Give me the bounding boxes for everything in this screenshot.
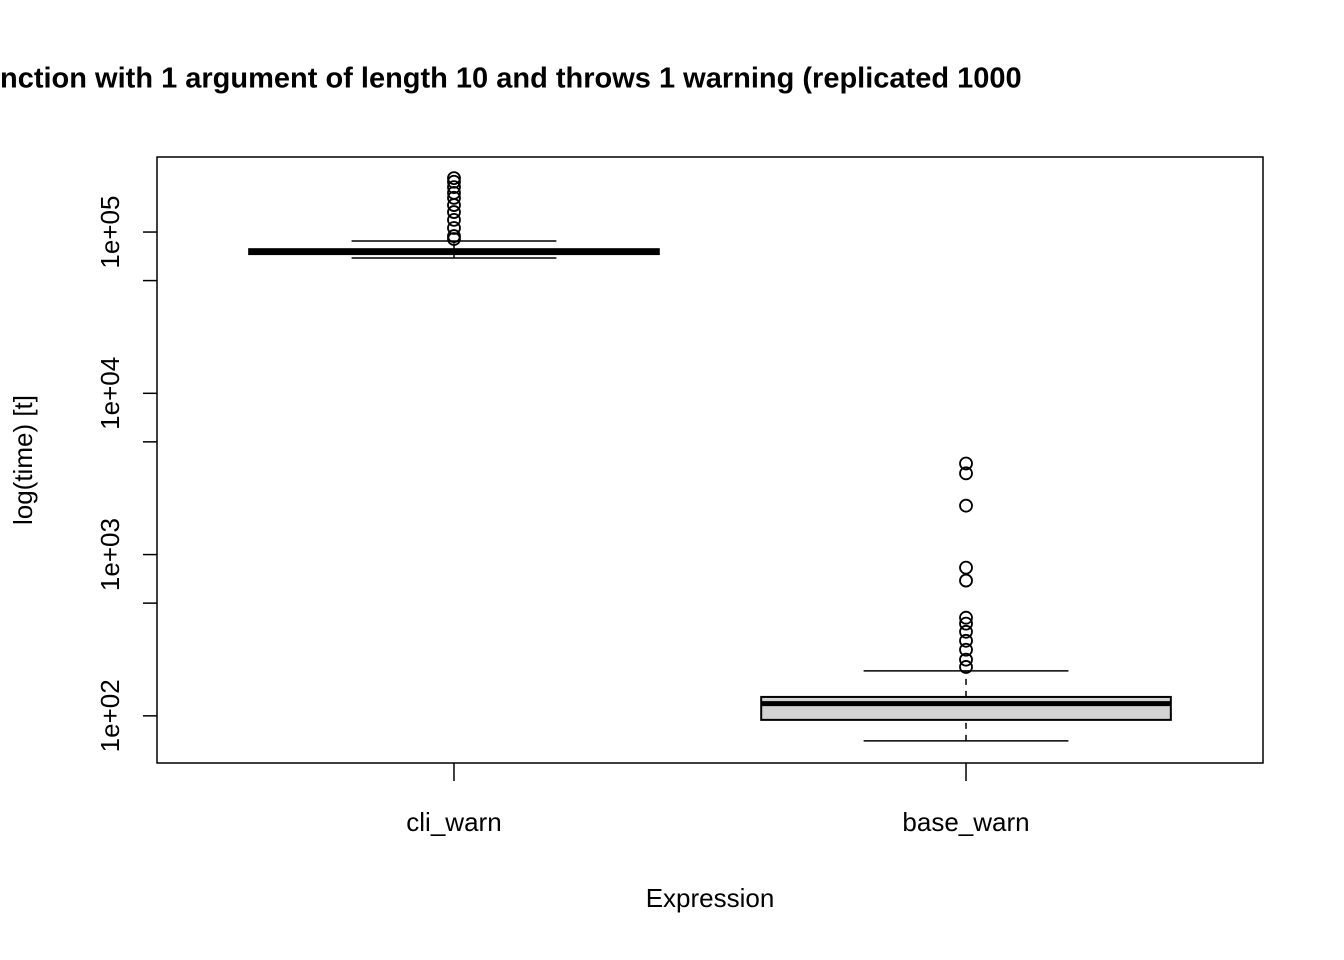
outlier bbox=[959, 633, 973, 648]
outlier bbox=[447, 190, 461, 205]
outlier bbox=[447, 180, 461, 194]
y-axis-label: log(time) [t] bbox=[8, 395, 38, 525]
outlier bbox=[959, 560, 973, 575]
outlier bbox=[959, 573, 973, 588]
outlier bbox=[959, 616, 973, 631]
box bbox=[760, 695, 1172, 721]
outlier bbox=[447, 205, 461, 219]
outlier bbox=[959, 466, 973, 481]
y-tick-label: 1e+03 bbox=[95, 518, 125, 591]
outlier bbox=[959, 652, 973, 667]
x-tick-label: cli_warn bbox=[406, 807, 501, 837]
plot-frame bbox=[156, 156, 1264, 764]
outlier bbox=[447, 212, 461, 227]
outlier bbox=[447, 174, 461, 189]
outlier bbox=[447, 198, 461, 212]
outlier bbox=[959, 498, 973, 513]
outlier bbox=[447, 221, 461, 235]
outlier bbox=[447, 232, 461, 246]
y-tick-label: 1e+04 bbox=[95, 357, 125, 430]
outlier bbox=[447, 171, 461, 186]
outlier bbox=[959, 660, 973, 674]
outlier bbox=[959, 456, 973, 471]
outlier bbox=[959, 610, 973, 625]
outlier bbox=[959, 642, 973, 657]
outlier bbox=[959, 624, 973, 639]
chart-title: nction with 1 argument of length 10 and … bbox=[0, 63, 1022, 95]
y-tick-label: 1e+05 bbox=[95, 196, 125, 269]
x-axis-label: Expression bbox=[646, 883, 775, 913]
y-tick-label: 1e+02 bbox=[95, 679, 125, 752]
x-tick-label: base_warn bbox=[902, 807, 1029, 837]
